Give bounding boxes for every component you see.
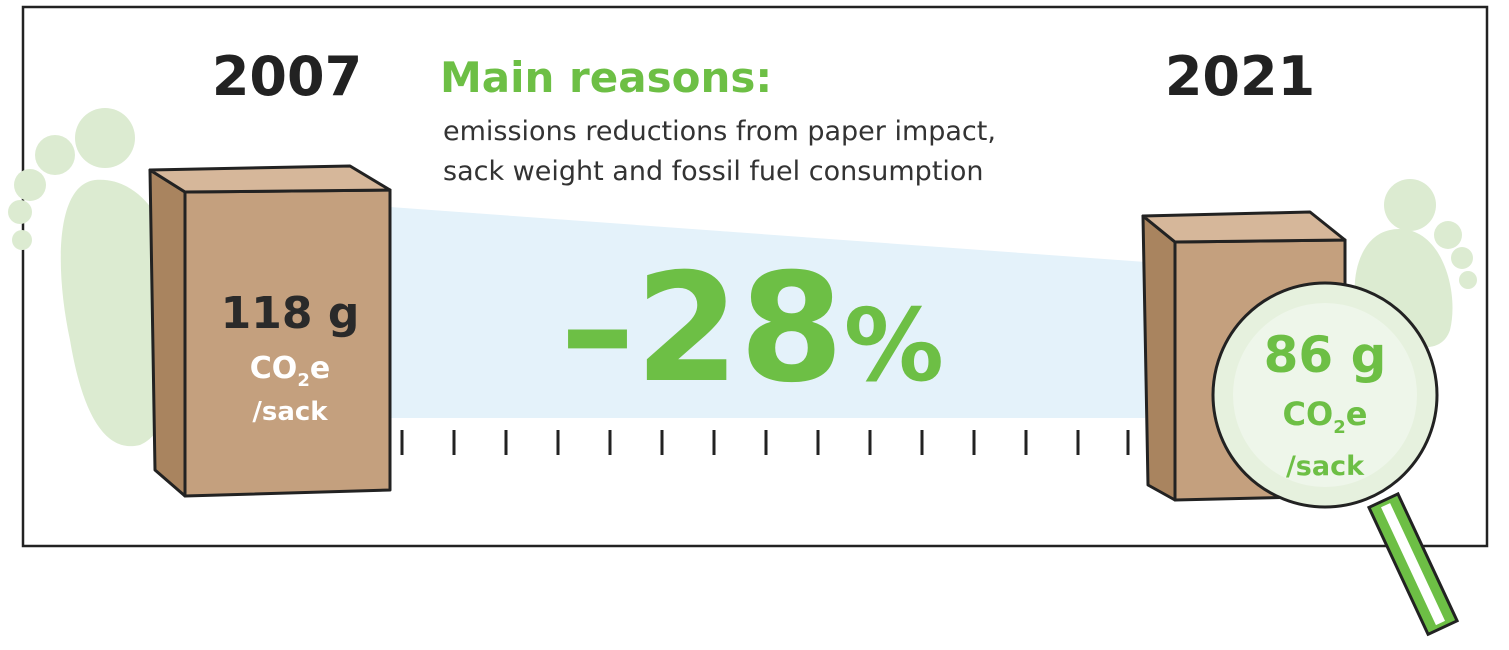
change-unit: % [844, 287, 944, 404]
amount-left: 118 g [221, 288, 360, 339]
reason-line: sack weight and fossil fuel consumption [443, 156, 984, 187]
per-right: /sack [1286, 451, 1365, 482]
reduction-band [390, 207, 1145, 418]
year-right: 2021 [1165, 45, 1315, 108]
sack-left [148, 164, 392, 498]
unit-right: CO2e [1283, 395, 1368, 438]
amount-right: 86 g [1264, 326, 1387, 384]
magnifier [1211, 281, 1460, 637]
ruler [400, 430, 1130, 455]
change-percent: –28% [560, 242, 944, 416]
unit-sub: 2 [1333, 417, 1346, 438]
reason-line: emissions reductions from paper impact, [443, 116, 996, 147]
unit-main: CO [1283, 395, 1334, 433]
footprint-left [8, 108, 176, 447]
per-left: /sack [252, 397, 328, 427]
unit-end: e [1346, 395, 1368, 433]
unit-main: CO [250, 351, 298, 386]
unit-end: e [310, 351, 330, 386]
change-number: –28 [560, 242, 844, 416]
year-left: 2007 [212, 45, 362, 108]
unit-left: CO2e [250, 351, 330, 391]
unit-sub: 2 [297, 370, 310, 391]
heading-title: Main reasons: [440, 53, 772, 102]
